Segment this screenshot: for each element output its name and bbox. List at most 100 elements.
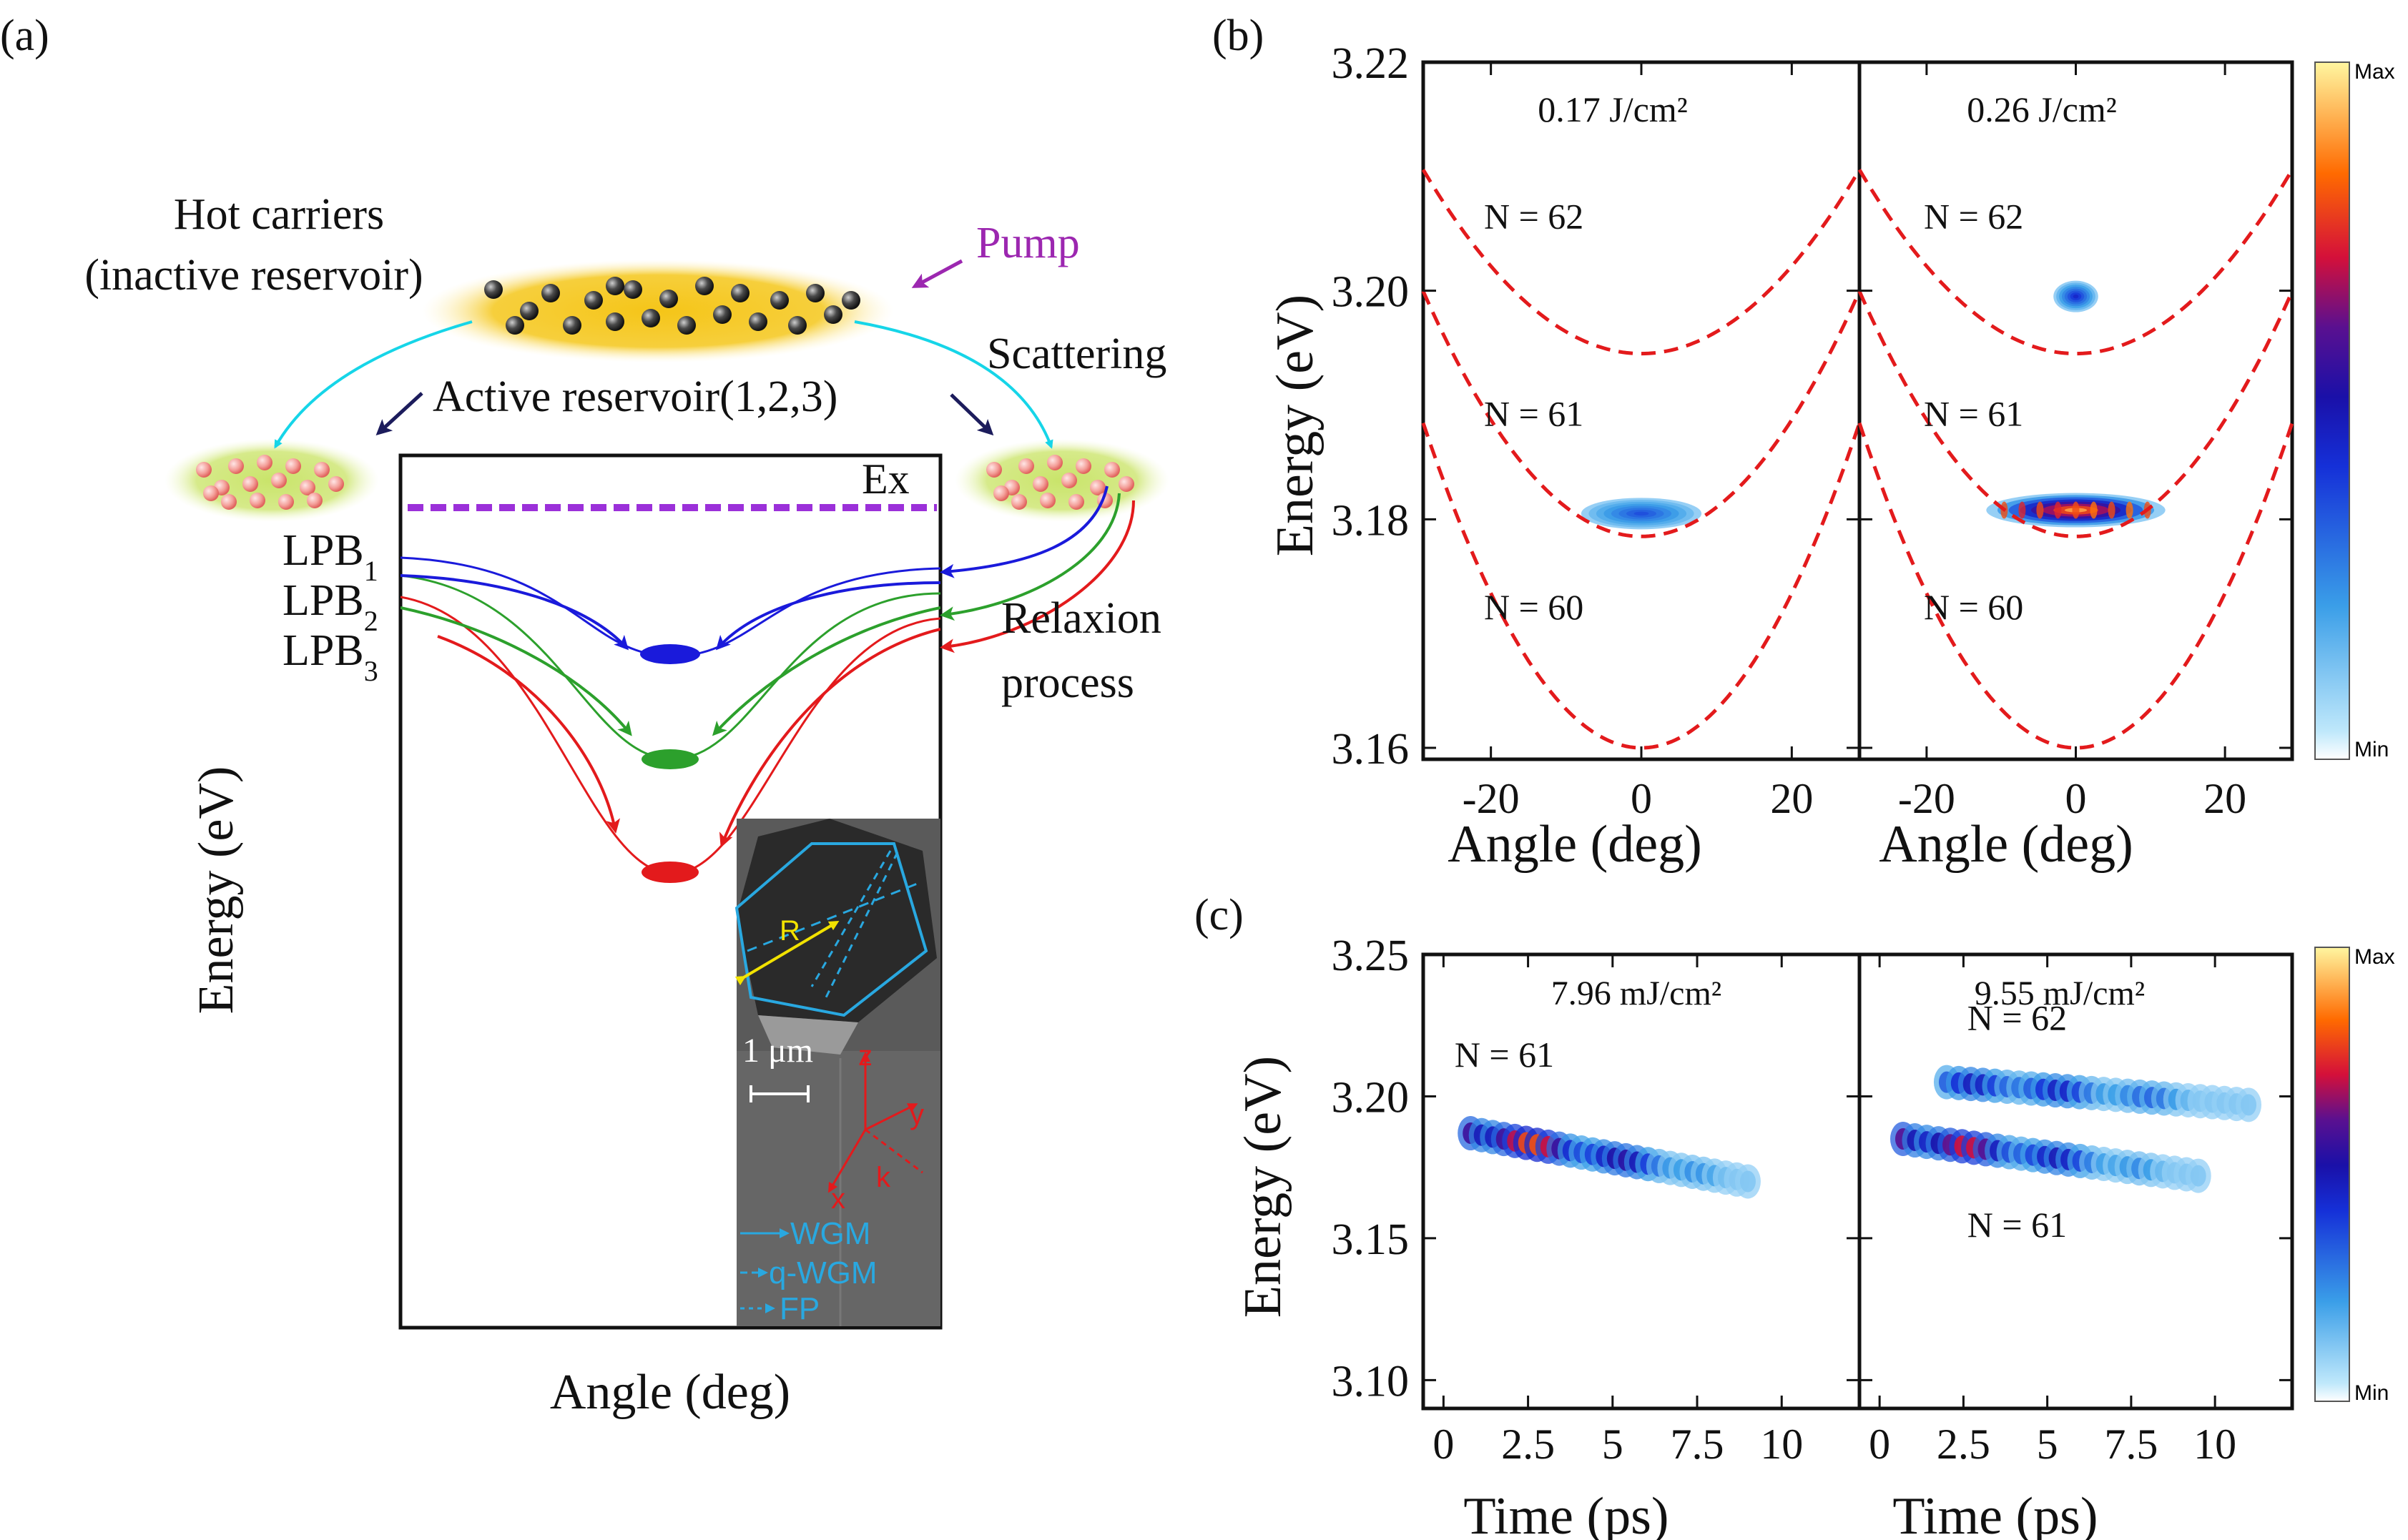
sem-inset: R 1 μm z y x k WGM q-WGM FP [734,819,940,1326]
y-tick-label: 3.22 [1332,39,1410,88]
mode-label: N = 61 [1455,1035,1554,1075]
hot-carrier [642,309,660,327]
active-carrier [328,476,344,492]
lpb2-curve [400,574,940,761]
x-tick-label: 0 [1869,1421,1890,1468]
panel-c-subplot-1-frame [1857,952,2294,1411]
active-carrier [1011,494,1027,510]
panel-label-c: (c) [1194,891,1244,939]
heat-spot [2073,294,2079,299]
x-tick-label: 10 [2193,1421,2236,1468]
radius-label: R [780,915,800,947]
panel-a: (a) Hot carriers (inactive reservoir) Pu… [0,11,1169,1420]
y-tick-label: 3.10 [1332,1357,1410,1406]
active-carrier [1040,493,1056,508]
colorbar-b [2314,61,2350,760]
lpb3-label: LPB3 [282,626,378,687]
panel-c-subplot-0-frame [1421,952,1862,1411]
x-tick-label: -20 [1463,775,1520,822]
x-tick-label: -20 [1898,775,1955,822]
hot-carrier-reservoir [422,260,894,362]
qwgm-path [747,882,920,952]
feed-arrow-blue [940,485,1109,578]
active-reservoir-label: Active reservoir(1,2,3) [433,372,837,421]
panel-a-xlabel: Angle (deg) [550,1365,790,1420]
y-tick-label: 3.20 [1332,268,1410,317]
y-tick-label: 3.20 [1332,1073,1410,1122]
active-carrier [203,485,219,501]
hot-carrier [749,312,767,331]
hot-carrier [606,277,624,295]
relax-arrow-green-right [712,606,940,736]
panel-c-colorbar: Max Min [2314,945,2395,1405]
mode-curve-N60 [1857,422,2294,750]
relax-arrow-blue-right [715,581,940,651]
panel-b-colorbar: Max Min [2314,60,2395,761]
active-carrier [278,494,294,510]
colorbar-c [2314,947,2350,1402]
hot-carrier [606,312,624,331]
hot-carrier-particles [484,277,860,335]
active-carrier [314,462,330,478]
active-carrier [1076,458,1091,474]
x-axis-arrow [827,1129,867,1193]
heat-hotspot [2126,501,2133,519]
relax-arrow-blue-left [400,574,629,651]
x-tick-label: 0 [1432,1421,1454,1468]
hot-carrier [695,277,714,295]
lpb2-population [642,749,699,769]
wgm-path [734,842,928,1017]
mode-label: N = 60 [1924,587,2023,627]
heat-hotspot [2054,501,2062,519]
hot-carrier [770,291,789,310]
panel-b-xlabel-left: Angle (deg) [1448,815,1701,874]
mode-curve-N62 [1421,169,1862,356]
panel-a-ylabel: Energy (eV) [189,766,244,1015]
lpb1-population [640,644,700,664]
radius-arrow [734,920,840,986]
hot-carrier [677,316,696,335]
panel-c: (c) Energy (eV) Time (ps) Time (ps) 7.96… [1194,891,2395,1540]
mode-curve-N61 [1857,290,2294,538]
active-carrier [1033,476,1048,492]
mode-curve-N62 [1857,169,2294,356]
mode-curve-N60 [1421,422,1862,750]
active-carrier [271,473,287,488]
streak-core [2190,1165,2206,1187]
active-carrier [228,458,244,474]
panel-c-ylabel: Energy (eV) [1234,1056,1292,1318]
hot-carrier [806,284,825,302]
active-reservoir-right-particles [986,455,1134,510]
panel-b-ylabel: Energy (eV) [1266,295,1325,556]
lpb1-label: LPB1 [282,526,378,587]
mode-label: N = 60 [1484,587,1583,627]
legend-wgm: WGM [790,1216,870,1251]
legend-qwgm: q-WGM [769,1255,878,1290]
mode-label: N = 62 [1967,997,2067,1037]
streak-core [2241,1094,2257,1116]
active-reservoir-arrow-left [375,392,423,436]
relax-arrow-red-right [719,628,940,848]
hot-carrier [842,291,860,310]
streak-core [1739,1170,1756,1193]
hot-carrier [563,316,581,335]
heat-hotspot [2018,501,2026,519]
heat-hotspot [2072,501,2080,519]
x-tick-label: 10 [1760,1421,1803,1468]
panel-b: (b) Energy (eV) Angle (deg) Angle (deg) … [1212,11,2395,874]
lpb3-population [642,862,699,883]
y-tick-label: 3.25 [1332,932,1410,980]
hot-carrier [541,284,560,302]
x-tick-label: 2.5 [1501,1421,1555,1468]
inactive-reservoir-label: (inactive reservoir) [84,251,423,300]
panel-b-annotation-right: 0.26 J/cm² [1967,89,2116,129]
heat-hotspot [2090,501,2098,519]
y-tick-label: 3.18 [1332,496,1410,545]
relaxion-label: Relaxion [1001,594,1161,643]
scatter-arrow-right [854,320,1053,449]
active-carrier [285,458,301,474]
process-label: process [1001,658,1134,707]
active-carrier [1119,476,1134,492]
x-tick-label: 0 [2065,775,2087,822]
